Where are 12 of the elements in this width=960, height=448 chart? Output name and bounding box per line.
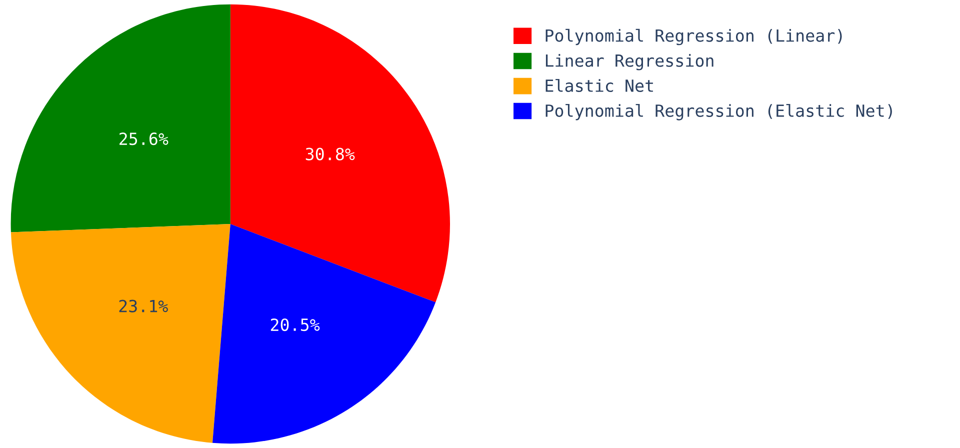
legend-label: Elastic Net: [546, 79, 653, 92]
legend-label: Polynomial Regression (Elastic Net): [546, 104, 892, 120]
data-label: 23.1%: [119, 300, 168, 312]
legend-label: Linear Regression: [546, 54, 714, 70]
legend-label: Polynomial Regression (Linear): [546, 28, 842, 46]
pie-slice: [230, 4, 450, 302]
data-label: 20.5%: [270, 318, 320, 332]
pie-slice: [10, 224, 230, 443]
pie-slice: [212, 224, 436, 444]
pie-slice: [10, 4, 230, 232]
data-label: 25.6%: [120, 132, 168, 146]
data-label: 30.8%: [306, 148, 355, 160]
